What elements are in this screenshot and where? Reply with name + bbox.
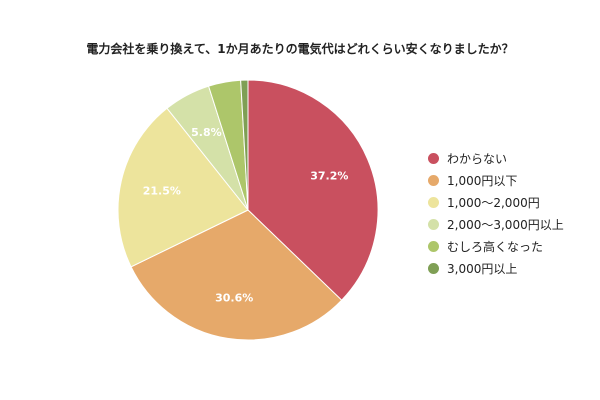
- legend-label-4: 2,000〜3,000円以上: [447, 217, 564, 232]
- legend-label-6: 3,000円以上: [447, 261, 518, 276]
- legend-label-1: わからない: [447, 151, 508, 166]
- chart-title: 電力会社を乗り換えて、1か月あたりの電気代はどれくらい安くなりましたか？: [86, 42, 514, 56]
- legend-swatch-2: [428, 174, 439, 186]
- legend-swatch-3: [428, 196, 439, 208]
- pie-slice-2: [130, 209, 343, 341]
- legend-swatch-4: [428, 218, 439, 230]
- legend-item-6: 3,000円以上: [428, 257, 564, 279]
- legend-item-2: 1,000円以下: [428, 169, 564, 191]
- legend: わからない 1,000円以下 1,000〜2,000円 2,000〜3,000円以上む…: [428, 147, 564, 279]
- legend-label-3: 1,000〜2,000円: [447, 195, 540, 210]
- slice-value-label-4: 5.8%: [191, 126, 222, 139]
- slice-value-label-3: 21.5%: [143, 184, 181, 197]
- legend-swatch-1: [428, 152, 439, 164]
- legend-item-5: むしろ高くなった: [428, 235, 564, 257]
- pie-slice-3: [117, 107, 249, 268]
- legend-label-2: 1,000円以下: [447, 173, 518, 188]
- legend-item-1: わからない: [428, 147, 564, 169]
- slice-value-label-2: 30.6%: [215, 291, 253, 304]
- legend-swatch-6: [428, 262, 439, 274]
- slice-value-label-1: 37.2%: [310, 169, 348, 182]
- legend-label-5: むしろ高くなった: [447, 239, 544, 254]
- legend-swatch-5: [428, 240, 439, 252]
- pie-slice-1: [247, 79, 379, 301]
- legend-item-4: 2,000〜3,000円以上: [428, 213, 564, 235]
- pie-slice-6: [240, 79, 249, 211]
- legend-item-3: 1,000〜2,000円: [428, 191, 564, 213]
